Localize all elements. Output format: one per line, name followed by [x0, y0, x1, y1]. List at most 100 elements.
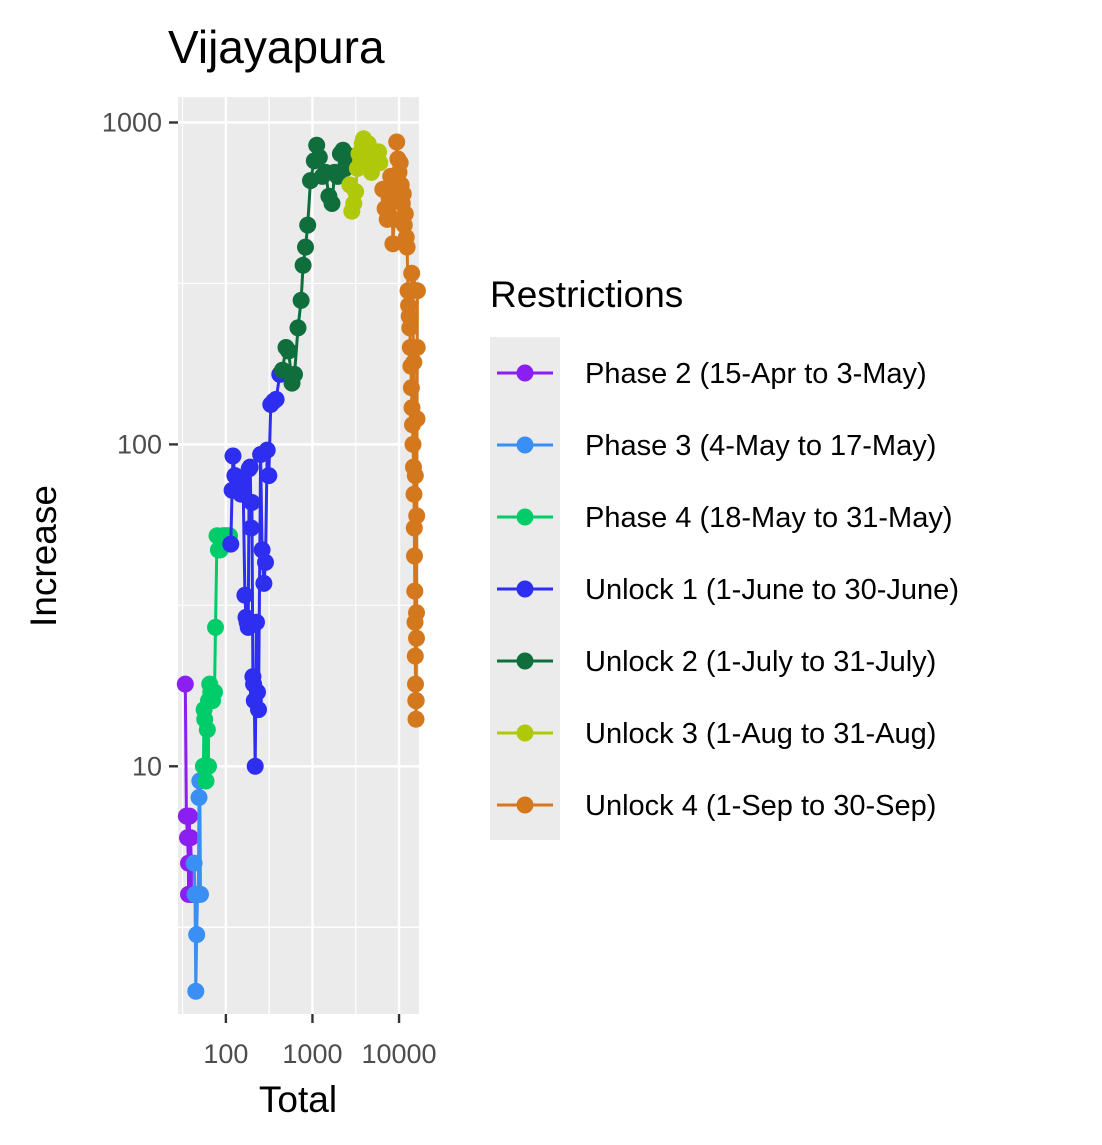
- data-point: [192, 885, 209, 903]
- data-point: [408, 339, 426, 356]
- data-point: [286, 365, 303, 383]
- data-point: [243, 494, 261, 511]
- data-point: [347, 183, 365, 201]
- data-point: [405, 485, 423, 503]
- data-point: [255, 574, 273, 592]
- legend-key-point: [516, 652, 534, 670]
- data-point: [402, 379, 420, 397]
- data-point: [241, 458, 259, 476]
- legend-label: Unlock 2 (1-July to 31-July): [585, 646, 936, 678]
- data-point: [407, 675, 424, 693]
- data-point: [250, 701, 267, 719]
- data-point: [207, 618, 224, 636]
- legend-label: Unlock 4 (1-Sep to 30-Sep): [585, 790, 936, 822]
- data-point: [294, 256, 312, 274]
- x-tick-label: 1000: [282, 1039, 342, 1069]
- series: [194, 527, 238, 790]
- data-point: [280, 342, 298, 360]
- legend-key-point: [516, 364, 534, 382]
- legend-item: Unlock 3 (1-Aug to 31-Aug): [497, 718, 936, 750]
- legend-label: Phase 3 (4-May to 17-May): [585, 430, 936, 462]
- data-point: [224, 447, 242, 465]
- data-point: [267, 390, 285, 408]
- data-point: [398, 238, 416, 256]
- data-point: [406, 647, 424, 665]
- data-point: [408, 604, 425, 622]
- x-tick-label: 100: [203, 1039, 248, 1069]
- legend-item: Phase 3 (4-May to 17-May): [497, 430, 936, 462]
- data-point: [187, 982, 205, 1000]
- data-point: [206, 683, 223, 701]
- data-point: [407, 710, 425, 728]
- data-point: [260, 467, 278, 485]
- data-point: [185, 854, 203, 872]
- data-point: [388, 133, 406, 151]
- y-tick-label: 10: [132, 751, 162, 781]
- data-point: [198, 721, 216, 739]
- data-point: [190, 789, 208, 806]
- legend-label: Phase 4 (18-May to 31-May): [585, 502, 952, 534]
- legend-key-point: [516, 724, 534, 742]
- legend-item: Unlock 4 (1-Sep to 30-Sep): [497, 790, 936, 822]
- x-tick-label: 10000: [361, 1039, 436, 1069]
- data-point: [406, 547, 423, 565]
- data-point: [310, 148, 328, 166]
- data-point: [401, 319, 419, 337]
- legend-key-point: [516, 508, 534, 526]
- data-point: [396, 205, 414, 223]
- legend: Restrictions Phase 2 (15-Apr to 3-May) Ph…: [490, 274, 959, 840]
- data-point: [248, 613, 265, 631]
- data-point: [336, 159, 354, 177]
- legend-key-point: [516, 580, 534, 598]
- data-point: [391, 154, 409, 172]
- chart-title: Vijayapura: [168, 21, 385, 73]
- legend-key-point: [516, 436, 534, 454]
- series-layer: [176, 130, 426, 1000]
- data-point: [289, 319, 307, 337]
- data-point: [407, 692, 425, 710]
- data-point: [197, 772, 215, 790]
- data-point: [222, 535, 240, 553]
- legend-item: Unlock 1 (1-June to 30-June): [497, 574, 959, 606]
- data-point: [234, 474, 252, 492]
- data-point: [242, 519, 260, 537]
- axes: 10 100 1000 100 1000 10000: [102, 107, 437, 1069]
- series: [341, 130, 389, 220]
- data-point: [406, 467, 424, 485]
- data-point: [200, 757, 217, 775]
- legend-item: Phase 4 (18-May to 31-May): [497, 502, 952, 534]
- data-point: [371, 154, 389, 172]
- data-point: [323, 195, 341, 212]
- legend-label: Phase 2 (15-Apr to 3-May): [585, 358, 927, 390]
- series: [374, 133, 426, 728]
- data-point: [403, 264, 421, 282]
- legend-item: Phase 2 (15-Apr to 3-May): [497, 358, 927, 390]
- data-point: [406, 582, 424, 600]
- data-point: [408, 282, 426, 300]
- data-point: [246, 757, 264, 775]
- legend-label: Unlock 1 (1-June to 30-June): [585, 574, 959, 606]
- x-axis-title: Total: [259, 1079, 337, 1120]
- data-point: [292, 291, 310, 309]
- data-point: [408, 507, 426, 525]
- data-point: [258, 441, 276, 459]
- data-point: [384, 235, 402, 253]
- legend-key-point: [516, 796, 534, 814]
- data-point: [404, 435, 422, 453]
- data-point: [299, 216, 317, 234]
- data-point: [188, 926, 206, 944]
- data-point: [408, 410, 426, 428]
- y-tick-label: 100: [117, 429, 162, 459]
- data-point: [408, 629, 425, 647]
- data-point: [249, 683, 266, 701]
- data-point: [236, 586, 254, 604]
- data-point: [297, 238, 314, 256]
- data-point: [405, 353, 423, 371]
- y-tick-label: 1000: [102, 107, 162, 137]
- data-point: [182, 829, 199, 847]
- data-point: [181, 807, 198, 825]
- data-point: [257, 553, 274, 571]
- series: [273, 136, 357, 392]
- legend-item: Unlock 2 (1-July to 31-July): [497, 646, 936, 678]
